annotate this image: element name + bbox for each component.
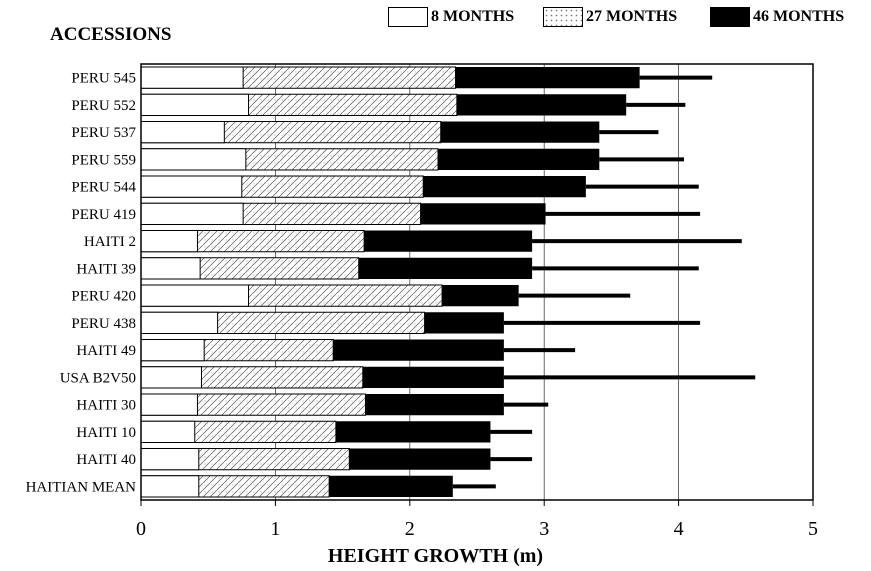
legend-label-46-months: 46 MONTHS [753, 8, 845, 25]
plot-frame [140, 63, 814, 501]
legend-item-46-months: 46 MONTHS [710, 5, 844, 29]
legend-swatch-27-months [543, 7, 583, 27]
category-label: PERU 419 [71, 207, 136, 223]
bar-8-months [140, 93, 250, 117]
category-label: HAITI 49 [76, 343, 136, 359]
category-label: HAITI 2 [84, 234, 136, 250]
bar-8-months [140, 447, 200, 471]
bar-8-months [140, 148, 247, 171]
category-label: PERU 552 [71, 98, 136, 114]
bar-8-months [140, 311, 219, 335]
category-label: PERU 545 [71, 71, 136, 87]
y-axis-title: ACCESSIONS [50, 24, 172, 45]
x-tick-label: 2 [405, 518, 415, 540]
category-label: PERU 559 [71, 152, 136, 168]
legend-item-27-months: 27 MONTHS [543, 5, 677, 29]
bar-8-months [140, 175, 243, 198]
category-label: HAITI 39 [76, 261, 136, 277]
category-label: PERU 438 [71, 316, 136, 332]
category-label: HAITI 10 [76, 425, 136, 441]
legend-item-8-months: 8 MONTHS [388, 5, 514, 29]
category-label: PERU 544 [71, 180, 136, 196]
bars [140, 66, 756, 498]
category-label: HAITI 40 [76, 452, 136, 468]
category-label: HAITI 30 [76, 398, 136, 414]
x-tick-label: 3 [539, 518, 549, 540]
legend-swatch-8-months [388, 7, 428, 27]
category-labels: PERU 545 PERU 552 PERU 537 PERU 559 PERU 544… [26, 71, 137, 496]
x-tick-label: 4 [674, 518, 684, 540]
category-label: PERU 537 [71, 125, 136, 141]
category-label: PERU 420 [71, 289, 136, 305]
bar-8-months [140, 393, 198, 416]
legend-swatch-46-months [710, 7, 750, 27]
bar-8-months [140, 66, 244, 89]
category-label: USA B2V50 [60, 370, 136, 386]
bar-8-months [140, 257, 201, 280]
x-tick-label: 1 [270, 518, 280, 540]
bar-8-months [140, 420, 196, 444]
bar-8-months [140, 120, 225, 144]
bar-8-months [140, 366, 202, 389]
bar-8-months [140, 229, 198, 253]
legend-label-27-months: 27 MONTHS [586, 8, 678, 25]
x-tick-label: 0 [136, 518, 146, 540]
bar-8-months [140, 475, 200, 498]
bar-8-months [140, 202, 244, 226]
x-ticks: 0 1 2 3 4 5 [136, 500, 818, 540]
bar-8-months [140, 284, 250, 307]
bar-8-months [140, 338, 205, 362]
category-label: HAITIAN MEAN [26, 479, 137, 495]
x-axis-title: HEIGHT GROWTH (m) [327, 545, 544, 567]
legend-label-8-months: 8 MONTHS [431, 8, 515, 25]
x-tick-label: 5 [808, 518, 818, 540]
